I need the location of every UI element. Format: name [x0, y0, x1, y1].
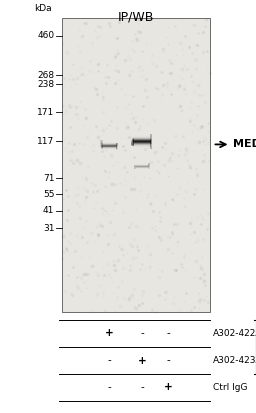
Bar	[116, 143, 118, 146]
Bar	[100, 140, 103, 147]
Text: IP/WB: IP/WB	[118, 10, 154, 23]
Text: 268: 268	[37, 71, 54, 80]
Bar	[131, 142, 134, 145]
Bar	[148, 164, 150, 167]
Bar	[133, 138, 151, 139]
Text: kDa: kDa	[34, 4, 52, 13]
Bar	[150, 142, 152, 149]
Bar	[133, 135, 151, 136]
Bar	[132, 138, 134, 142]
Text: -: -	[167, 356, 170, 366]
Bar	[133, 134, 151, 135]
Bar	[101, 145, 103, 149]
Bar	[133, 140, 151, 141]
Bar	[134, 165, 135, 169]
Bar	[133, 144, 151, 145]
Text: MED15: MED15	[233, 140, 256, 150]
Bar	[62, 18, 210, 312]
Text: +: +	[164, 382, 173, 392]
Bar	[133, 141, 151, 142]
Text: Ctrl IgG: Ctrl IgG	[212, 383, 247, 392]
Bar	[116, 142, 117, 147]
Bar	[133, 142, 151, 143]
Bar	[132, 139, 134, 146]
Text: 117: 117	[37, 137, 54, 146]
Text: -: -	[167, 328, 170, 339]
Text: A302-423A: A302-423A	[212, 356, 256, 365]
Bar	[148, 163, 150, 167]
Text: A302-422A: A302-422A	[212, 329, 256, 338]
Bar	[150, 139, 152, 144]
Text: -: -	[108, 382, 111, 392]
Text: 31: 31	[43, 224, 54, 233]
Bar	[148, 167, 150, 169]
Text: +: +	[137, 356, 146, 366]
Text: -: -	[140, 328, 144, 339]
Text: 71: 71	[43, 174, 54, 183]
Bar	[134, 166, 135, 168]
Bar	[133, 147, 151, 148]
Text: -: -	[108, 356, 111, 366]
Bar	[148, 164, 150, 166]
Bar	[134, 165, 135, 169]
Text: 41: 41	[43, 206, 54, 215]
Bar	[131, 140, 134, 146]
Bar	[134, 168, 136, 169]
Bar	[133, 137, 151, 138]
Bar	[116, 147, 117, 150]
Text: 55: 55	[43, 190, 54, 199]
Bar	[101, 142, 102, 148]
Text: 171: 171	[37, 107, 54, 116]
Bar	[150, 134, 152, 142]
Bar	[133, 136, 151, 137]
Bar	[133, 143, 151, 144]
Text: +: +	[105, 328, 114, 339]
Bar	[150, 141, 151, 147]
Text: -: -	[140, 382, 144, 392]
Bar	[133, 146, 151, 147]
Bar	[116, 143, 118, 149]
Text: 238: 238	[37, 80, 54, 89]
Bar	[133, 139, 151, 140]
Bar	[133, 145, 151, 146]
Bar	[101, 143, 102, 148]
Text: 460: 460	[37, 31, 54, 40]
Bar	[133, 148, 151, 149]
